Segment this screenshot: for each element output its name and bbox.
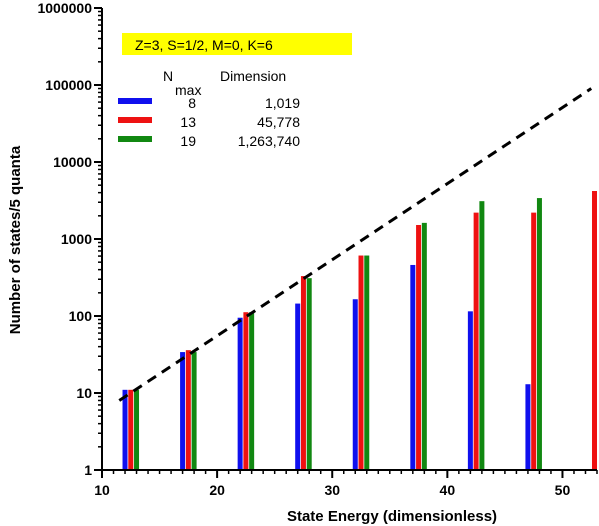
trend-line-group xyxy=(118,87,593,402)
legend-header-dimension: Dimension xyxy=(220,68,286,84)
legend-nmax-13: 13 xyxy=(180,114,196,130)
title-box xyxy=(122,33,352,55)
bar-series-8-2 xyxy=(237,317,243,470)
y-axis-title: Number of states/5 quanta xyxy=(7,145,24,334)
axes xyxy=(101,8,597,471)
y-tick-label: 10 xyxy=(76,385,92,401)
bar-series-13-0 xyxy=(128,389,134,470)
legend-dimension-19: 1,263,740 xyxy=(238,133,300,149)
x-axis-title: State Energy (dimensionless) xyxy=(287,508,497,525)
legend-dimension-13: 45,778 xyxy=(257,114,300,130)
x-tick-label: 50 xyxy=(555,482,571,498)
bar-series-8-0 xyxy=(122,389,128,470)
bar-series-13-4 xyxy=(358,255,364,470)
bar-series-13-2 xyxy=(243,312,249,470)
legend-header-nmax: N xyxy=(163,68,173,84)
bar-series-19-4 xyxy=(364,255,370,470)
chart-title: Z=3, S=1/2, M=0, K=6 xyxy=(135,37,273,53)
bar-series-19-1 xyxy=(191,352,197,470)
bar-series-13-1 xyxy=(185,350,191,470)
bar-series-13-6 xyxy=(473,212,479,470)
bar-series-8-5 xyxy=(410,264,416,470)
y-tick-label: 100 xyxy=(69,308,93,324)
y-tick-label: 1 xyxy=(84,462,92,478)
bar-series-19-3 xyxy=(306,278,312,470)
bar-series-13-7 xyxy=(531,212,537,470)
legend-dimension-8: 1,019 xyxy=(265,95,300,111)
legend-nmax-8: 8 xyxy=(188,95,196,111)
legend-header-nmax-sub: max xyxy=(175,82,201,98)
trend-line xyxy=(118,87,593,402)
legend-swatch-19 xyxy=(118,136,152,142)
bar-series-8-4 xyxy=(352,299,358,470)
y-tick-label: 10000 xyxy=(53,154,92,170)
bars xyxy=(122,191,597,471)
y-tick-label: 1000 xyxy=(61,231,92,247)
bar-series-19-0 xyxy=(134,389,140,470)
x-tick-label: 30 xyxy=(324,482,340,498)
bar-series-19-5 xyxy=(421,222,427,470)
bar-series-19-6 xyxy=(479,201,485,470)
legend-rows: 8 1,019 13 45,778 19 1,263,740 xyxy=(118,95,300,149)
y-tick-label: 100000 xyxy=(45,77,92,93)
legend-swatch-13 xyxy=(118,117,152,123)
bar-series-8-7 xyxy=(525,384,531,470)
x-tick-label: 40 xyxy=(440,482,456,498)
bar-series-8-6 xyxy=(467,311,473,470)
bar-series-13-3 xyxy=(300,276,306,470)
y-tick-label: 1000000 xyxy=(37,0,92,16)
x-tick-label: 20 xyxy=(209,482,225,498)
legend: N max Dimension 8 1,019 13 45,778 19 1,263,74… xyxy=(118,68,300,149)
bar-series-8-3 xyxy=(295,303,301,470)
legend-nmax-19: 19 xyxy=(180,133,196,149)
bar-series-8-1 xyxy=(180,352,186,470)
legend-swatch-8 xyxy=(118,98,152,104)
bar-series-13-8 xyxy=(592,191,597,470)
bar-series-19-7 xyxy=(536,198,542,471)
bar-series-19-2 xyxy=(249,312,255,470)
bar-series-13-5 xyxy=(416,224,422,470)
x-tick-label: 10 xyxy=(94,482,110,498)
